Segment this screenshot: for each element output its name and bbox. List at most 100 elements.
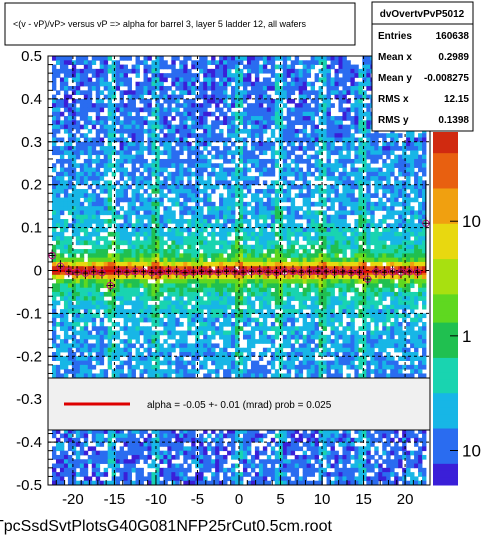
heatmap-cell: [211, 231, 216, 237]
heatmap-cell: [107, 446, 113, 452]
heatmap-cell: [79, 287, 85, 293]
heatmap-cell: [294, 253, 300, 259]
heatmap-cell: [135, 446, 140, 452]
heatmap-cell: [111, 206, 117, 211]
heatmap-cell: [195, 141, 200, 147]
heatmap-cell: [147, 231, 152, 237]
heatmap-cell: [254, 326, 260, 331]
heatmap-cell: [235, 261, 240, 267]
heatmap-cell: [266, 326, 272, 331]
heatmap-cell: [79, 253, 85, 259]
heatmap-cell: [223, 480, 228, 486]
heatmap-cell: [227, 184, 232, 190]
heatmap-cell: [103, 120, 109, 126]
heatmap-cell: [163, 437, 168, 443]
heatmap-cell: [115, 283, 121, 289]
heatmap-cell: [87, 249, 93, 254]
heatmap-cell: [59, 373, 65, 379]
heatmap-cell: [71, 184, 77, 190]
heatmap-cell: [294, 334, 300, 340]
heatmap-cell: [143, 163, 148, 168]
heatmap-cell: [199, 304, 204, 310]
heatmap-cell: [231, 309, 236, 314]
heatmap-cell: [254, 283, 260, 289]
heatmap-cell: [59, 463, 65, 469]
heatmap-cell: [242, 163, 248, 168]
heatmap-cell: [123, 141, 128, 147]
heatmap-cell: [71, 124, 77, 130]
heatmap-cell: [99, 261, 105, 267]
heatmap-cell: [91, 287, 97, 293]
heatmap-cell: [95, 244, 101, 250]
heatmap-cell: [207, 321, 212, 327]
heatmap-cell: [63, 304, 69, 310]
heatmap-cell: [59, 261, 65, 267]
heatmap-cell: [183, 201, 188, 207]
heatmap-cell: [71, 167, 77, 173]
heatmap-cell: [147, 283, 152, 289]
heatmap-cell: [63, 219, 69, 224]
heatmap-cell: [199, 450, 204, 456]
heatmap-cell: [79, 291, 85, 297]
heatmap-cell: [215, 291, 220, 297]
heatmap-cell: [254, 124, 260, 130]
heatmap-cell: [55, 236, 61, 241]
heatmap-cell: [183, 197, 188, 203]
heatmap-cell: [258, 352, 264, 357]
heatmap-cell: [123, 231, 128, 237]
heatmap-cell: [266, 244, 272, 250]
heatmap-cell: [294, 128, 300, 134]
heatmap-cell: [91, 158, 97, 164]
heatmap-cell: [95, 253, 101, 259]
heatmap-cell: [191, 219, 196, 224]
heatmap-cell: [298, 261, 304, 267]
heatmap-cell: [107, 201, 113, 207]
heatmap-cell: [231, 184, 236, 190]
heatmap-cell: [246, 257, 252, 263]
heatmap-cell: [262, 364, 268, 370]
heatmap-cell: [163, 223, 168, 228]
heatmap-cell: [179, 463, 184, 469]
heatmap-cell: [123, 467, 128, 473]
heatmap-cell: [67, 171, 73, 177]
heatmap-cell: [207, 253, 212, 259]
heatmap-cell: [215, 343, 220, 349]
heatmap-cell: [79, 352, 85, 357]
heatmap-cell: [155, 467, 160, 473]
heatmap-cell: [254, 111, 260, 117]
heatmap-cell: [99, 472, 105, 477]
heatmap-cell: [227, 180, 232, 186]
heatmap-cell: [239, 56, 244, 61]
heatmap-cell: [270, 283, 276, 289]
heatmap-cell: [131, 201, 136, 207]
heatmap-cell: [95, 227, 101, 233]
heatmap-cell: [223, 176, 228, 181]
heatmap-cell: [127, 223, 132, 228]
heatmap-cell: [107, 442, 113, 447]
heatmap-cell: [55, 56, 61, 61]
heatmap-cell: [167, 296, 172, 301]
heatmap-cell: [207, 279, 212, 284]
heatmap-cell: [187, 437, 192, 443]
heatmap-cell: [239, 219, 244, 224]
heatmap-cell: [123, 300, 128, 306]
heatmap-cell: [227, 334, 232, 340]
heatmap-cell: [123, 90, 128, 96]
heatmap-cell: [207, 150, 212, 156]
heatmap-cell: [215, 450, 220, 456]
heatmap-cell: [55, 116, 61, 121]
heatmap-cell: [242, 184, 248, 190]
heatmap-cell: [286, 450, 292, 456]
heatmap-cell: [55, 442, 61, 447]
heatmap-cell: [71, 326, 77, 331]
heatmap-cell: [155, 244, 160, 250]
heatmap-cell: [163, 326, 168, 331]
heatmap-cell: [87, 64, 93, 70]
heatmap-cell: [51, 107, 57, 113]
heatmap-cell: [183, 429, 188, 434]
heatmap-cell: [163, 330, 168, 336]
heatmap-cell: [91, 291, 97, 297]
heatmap-cell: [242, 128, 248, 134]
heatmap-cell: [151, 111, 156, 117]
heatmap-cell: [75, 459, 81, 464]
